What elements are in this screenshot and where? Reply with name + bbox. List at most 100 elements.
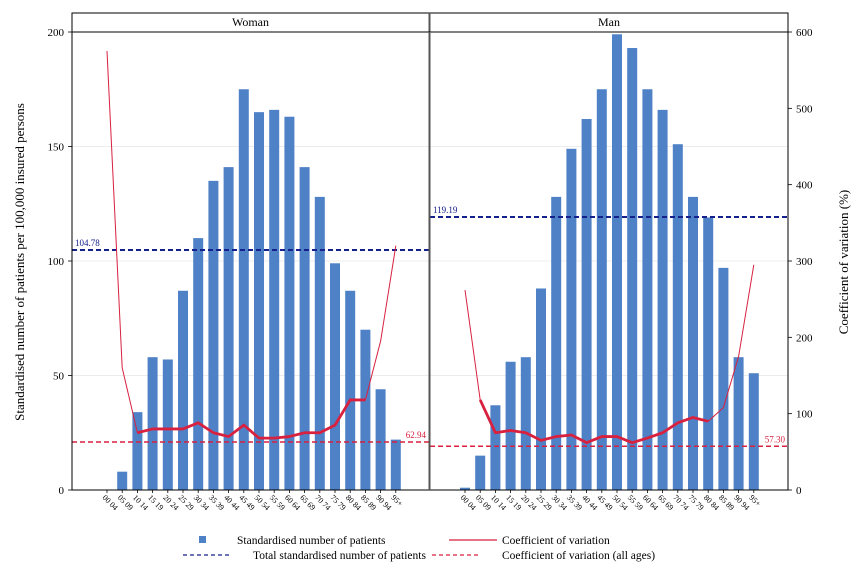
bar — [314, 196, 325, 490]
x-tick-label: 45 49 — [595, 493, 614, 512]
x-tick-label: 40 44 — [580, 493, 599, 512]
x-tick-label: 35 39 — [565, 493, 584, 512]
legend-item-cv: Coefficient of variation — [449, 535, 610, 547]
cv-all-ages-label: 57.30 — [765, 434, 786, 444]
x-tick-label: 00 04 — [101, 493, 120, 512]
x-tick-label: 75 79 — [687, 493, 706, 512]
bar — [520, 357, 531, 490]
bar — [642, 89, 653, 490]
x-tick-label: 05 09 — [116, 493, 135, 512]
legend-item-total: Total standardised number of patients — [183, 550, 426, 562]
bar — [505, 361, 516, 490]
bar — [490, 405, 501, 490]
x-tick-label: 05 09 — [474, 493, 493, 512]
legend-label: Standardised number of patients — [237, 535, 386, 547]
x-tick-label: 40 44 — [222, 493, 241, 512]
x-tick-label: 35 39 — [207, 493, 226, 512]
x-tick-label: 20 24 — [161, 493, 180, 512]
bar — [284, 116, 295, 490]
x-tick-label: 80 84 — [344, 493, 363, 512]
bar — [718, 267, 729, 490]
x-tick-label: 55 59 — [626, 493, 645, 512]
x-tick-label: 85 89 — [717, 493, 736, 512]
y-axis-left-label: Standardised number of patients per 100,… — [12, 103, 27, 421]
x-tick-label: 90 94 — [732, 493, 751, 512]
legend-item-bars: Standardised number of patients — [199, 535, 386, 547]
bar — [254, 112, 264, 491]
legend-label: Coefficient of variation — [502, 535, 610, 547]
bar — [360, 329, 371, 490]
bar — [475, 455, 486, 490]
bar — [375, 389, 386, 490]
x-tick-label: 60 64 — [641, 493, 660, 512]
y-right-tick-label: 200 — [796, 332, 813, 344]
bar — [612, 34, 622, 490]
x-tick-label: 45 49 — [237, 493, 256, 512]
x-tick-label: 70 74 — [671, 493, 690, 512]
y-right-tick-label: 100 — [796, 409, 813, 421]
x-tick-label: 80 84 — [702, 493, 721, 512]
x-tick-label: 25 29 — [177, 493, 196, 512]
x-tick-label: 60 64 — [283, 493, 302, 512]
x-tick-label: 70 74 — [313, 493, 332, 512]
bar — [703, 217, 714, 491]
y-left-tick-label: 50 — [53, 371, 65, 383]
bar — [596, 89, 607, 490]
legend-label: Coefficient of variation (all ages) — [502, 550, 655, 562]
bar — [193, 238, 204, 490]
bar — [299, 167, 310, 491]
strip-label: Woman — [232, 15, 269, 29]
total-ref-label: 119.19 — [433, 205, 458, 215]
bar — [330, 263, 340, 490]
cv-all-ages-label: 62.94 — [406, 430, 427, 440]
y-right-tick-label: 600 — [796, 27, 813, 39]
y-right-tick-label: 300 — [796, 256, 813, 268]
bar — [733, 357, 744, 490]
bar — [566, 148, 577, 491]
y-left-tick-label: 100 — [48, 256, 65, 268]
legend-swatch — [199, 536, 206, 543]
bar — [162, 359, 173, 490]
bar — [390, 439, 401, 490]
bar — [178, 290, 188, 490]
bar — [657, 109, 668, 491]
x-tick-label: 75 79 — [329, 493, 348, 512]
y-axis-right-label: Coefficient of variation (%) — [836, 190, 851, 335]
legend-item-cv_all: Coefficient of variation (all ages) — [432, 550, 655, 562]
x-tick-label: 55 59 — [268, 493, 287, 512]
y-right-tick-label: 500 — [796, 103, 813, 115]
bar — [748, 373, 759, 490]
bar — [345, 290, 356, 490]
x-tick-label: 00 04 — [459, 493, 478, 512]
bar — [223, 167, 234, 491]
bar — [627, 48, 638, 490]
bar — [208, 180, 219, 490]
bar — [581, 119, 592, 491]
left-axis: 0 50 100 150 200 — [48, 27, 72, 497]
x-tick-label: 10 14 — [131, 493, 150, 512]
legend: Standardised number of patients Coefficie… — [183, 535, 655, 562]
bar — [147, 357, 158, 490]
y-right-tick-label: 400 — [796, 180, 813, 192]
cv-line-thick — [137, 398, 366, 440]
y-left-tick-label: 150 — [48, 142, 65, 154]
bar — [688, 196, 698, 490]
bar — [672, 144, 683, 490]
x-tick-label: 50 54 — [611, 493, 630, 512]
x-tick-label: 90 94 — [374, 493, 393, 512]
bar — [460, 487, 470, 490]
panel-strips: Woman Man — [71, 12, 789, 33]
x-tick-label: 65 69 — [656, 493, 675, 512]
x-tick-label: 15 19 — [146, 493, 165, 512]
legend-label: Total standardised number of patients — [253, 550, 426, 562]
bar — [551, 196, 562, 490]
x-tick-label: 30 34 — [192, 493, 211, 512]
right-axis: 0 100 200 300 400 500 600 — [788, 27, 813, 497]
y-left-tick-label: 0 — [59, 485, 65, 497]
bar — [132, 412, 143, 490]
x-tick-label: 15 19 — [504, 493, 523, 512]
x-tick-label: 65 69 — [298, 493, 317, 512]
